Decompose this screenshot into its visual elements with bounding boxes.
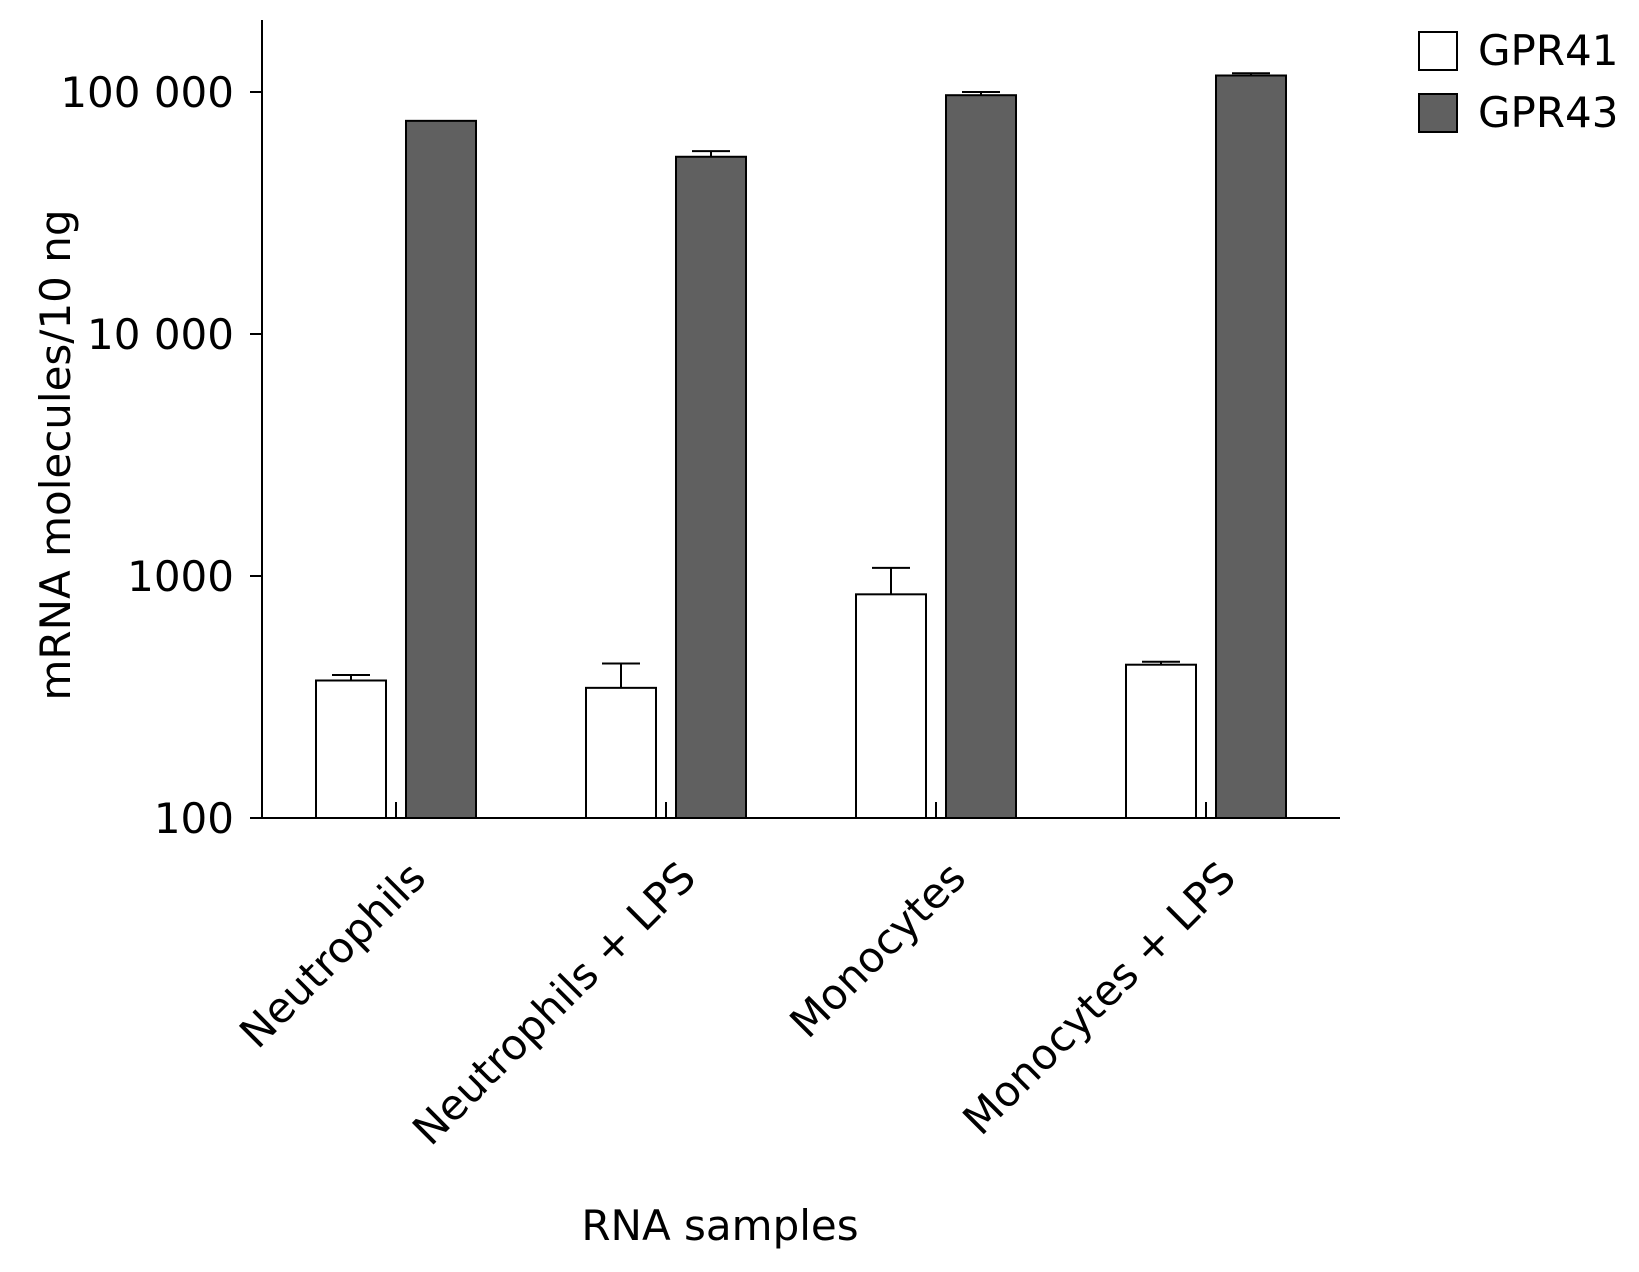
y-tick-label: 1000 — [127, 552, 234, 601]
legend-label-gpr43: GPR43 — [1478, 88, 1619, 137]
bar-gpr41-3 — [1125, 663, 1197, 819]
bar-gpr43-3 — [1215, 74, 1287, 819]
x-category-label: Neutrophils + LPS — [403, 852, 705, 1154]
bar-gpr41-2 — [855, 593, 927, 819]
y-tick-label: 100 000 — [60, 68, 234, 117]
legend-swatch-gpr43 — [1418, 93, 1458, 133]
y-axis-label: mRNA molecules/10 ng — [31, 209, 80, 700]
y-tick-label: 100 — [154, 794, 234, 843]
bar-gpr43-2 — [945, 94, 1017, 820]
bars — [315, 74, 1287, 820]
x-axis-label: RNA samples — [581, 1201, 858, 1250]
x-category-label: Monocytes — [780, 852, 975, 1047]
x-category-label: Monocytes + LPS — [953, 852, 1245, 1144]
legend-label-gpr41: GPR41 — [1478, 26, 1619, 75]
y-ticks: 100 1000 10 000 100 000 — [60, 68, 262, 843]
legend: GPR41 GPR43 — [1418, 26, 1619, 137]
bar-gpr43-1 — [675, 155, 747, 820]
bar-gpr41-1 — [585, 686, 657, 819]
x-category-label: Neutrophils — [230, 852, 435, 1057]
legend-swatch-gpr41 — [1418, 31, 1458, 71]
y-tick-label: 10 000 — [87, 310, 234, 359]
bar-gpr43-0 — [405, 119, 477, 819]
bar-gpr41-0 — [315, 679, 387, 819]
error-bars — [332, 72, 1270, 688]
